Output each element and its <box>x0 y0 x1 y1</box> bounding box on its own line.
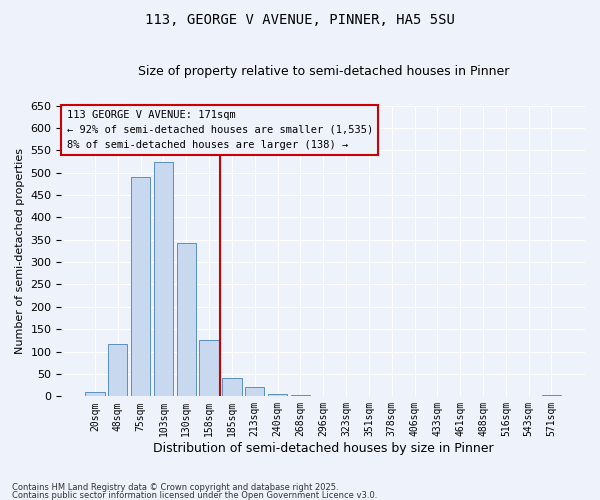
Text: Contains public sector information licensed under the Open Government Licence v3: Contains public sector information licen… <box>12 490 377 500</box>
Bar <box>290 395 310 396</box>
Title: Size of property relative to semi-detached houses in Pinner: Size of property relative to semi-detach… <box>137 65 509 78</box>
Bar <box>108 344 127 397</box>
Bar <box>222 378 242 396</box>
Bar <box>245 388 265 396</box>
Bar <box>542 395 561 396</box>
Bar <box>131 177 150 396</box>
Text: 113, GEORGE V AVENUE, PINNER, HA5 5SU: 113, GEORGE V AVENUE, PINNER, HA5 5SU <box>145 12 455 26</box>
Bar <box>176 243 196 396</box>
Bar <box>85 392 104 396</box>
Y-axis label: Number of semi-detached properties: Number of semi-detached properties <box>15 148 25 354</box>
Bar <box>268 394 287 396</box>
Bar <box>154 162 173 396</box>
X-axis label: Distribution of semi-detached houses by size in Pinner: Distribution of semi-detached houses by … <box>153 442 494 455</box>
Text: Contains HM Land Registry data © Crown copyright and database right 2025.: Contains HM Land Registry data © Crown c… <box>12 484 338 492</box>
Text: 113 GEORGE V AVENUE: 171sqm
← 92% of semi-detached houses are smaller (1,535)
8%: 113 GEORGE V AVENUE: 171sqm ← 92% of sem… <box>67 110 373 150</box>
Bar <box>199 340 219 396</box>
